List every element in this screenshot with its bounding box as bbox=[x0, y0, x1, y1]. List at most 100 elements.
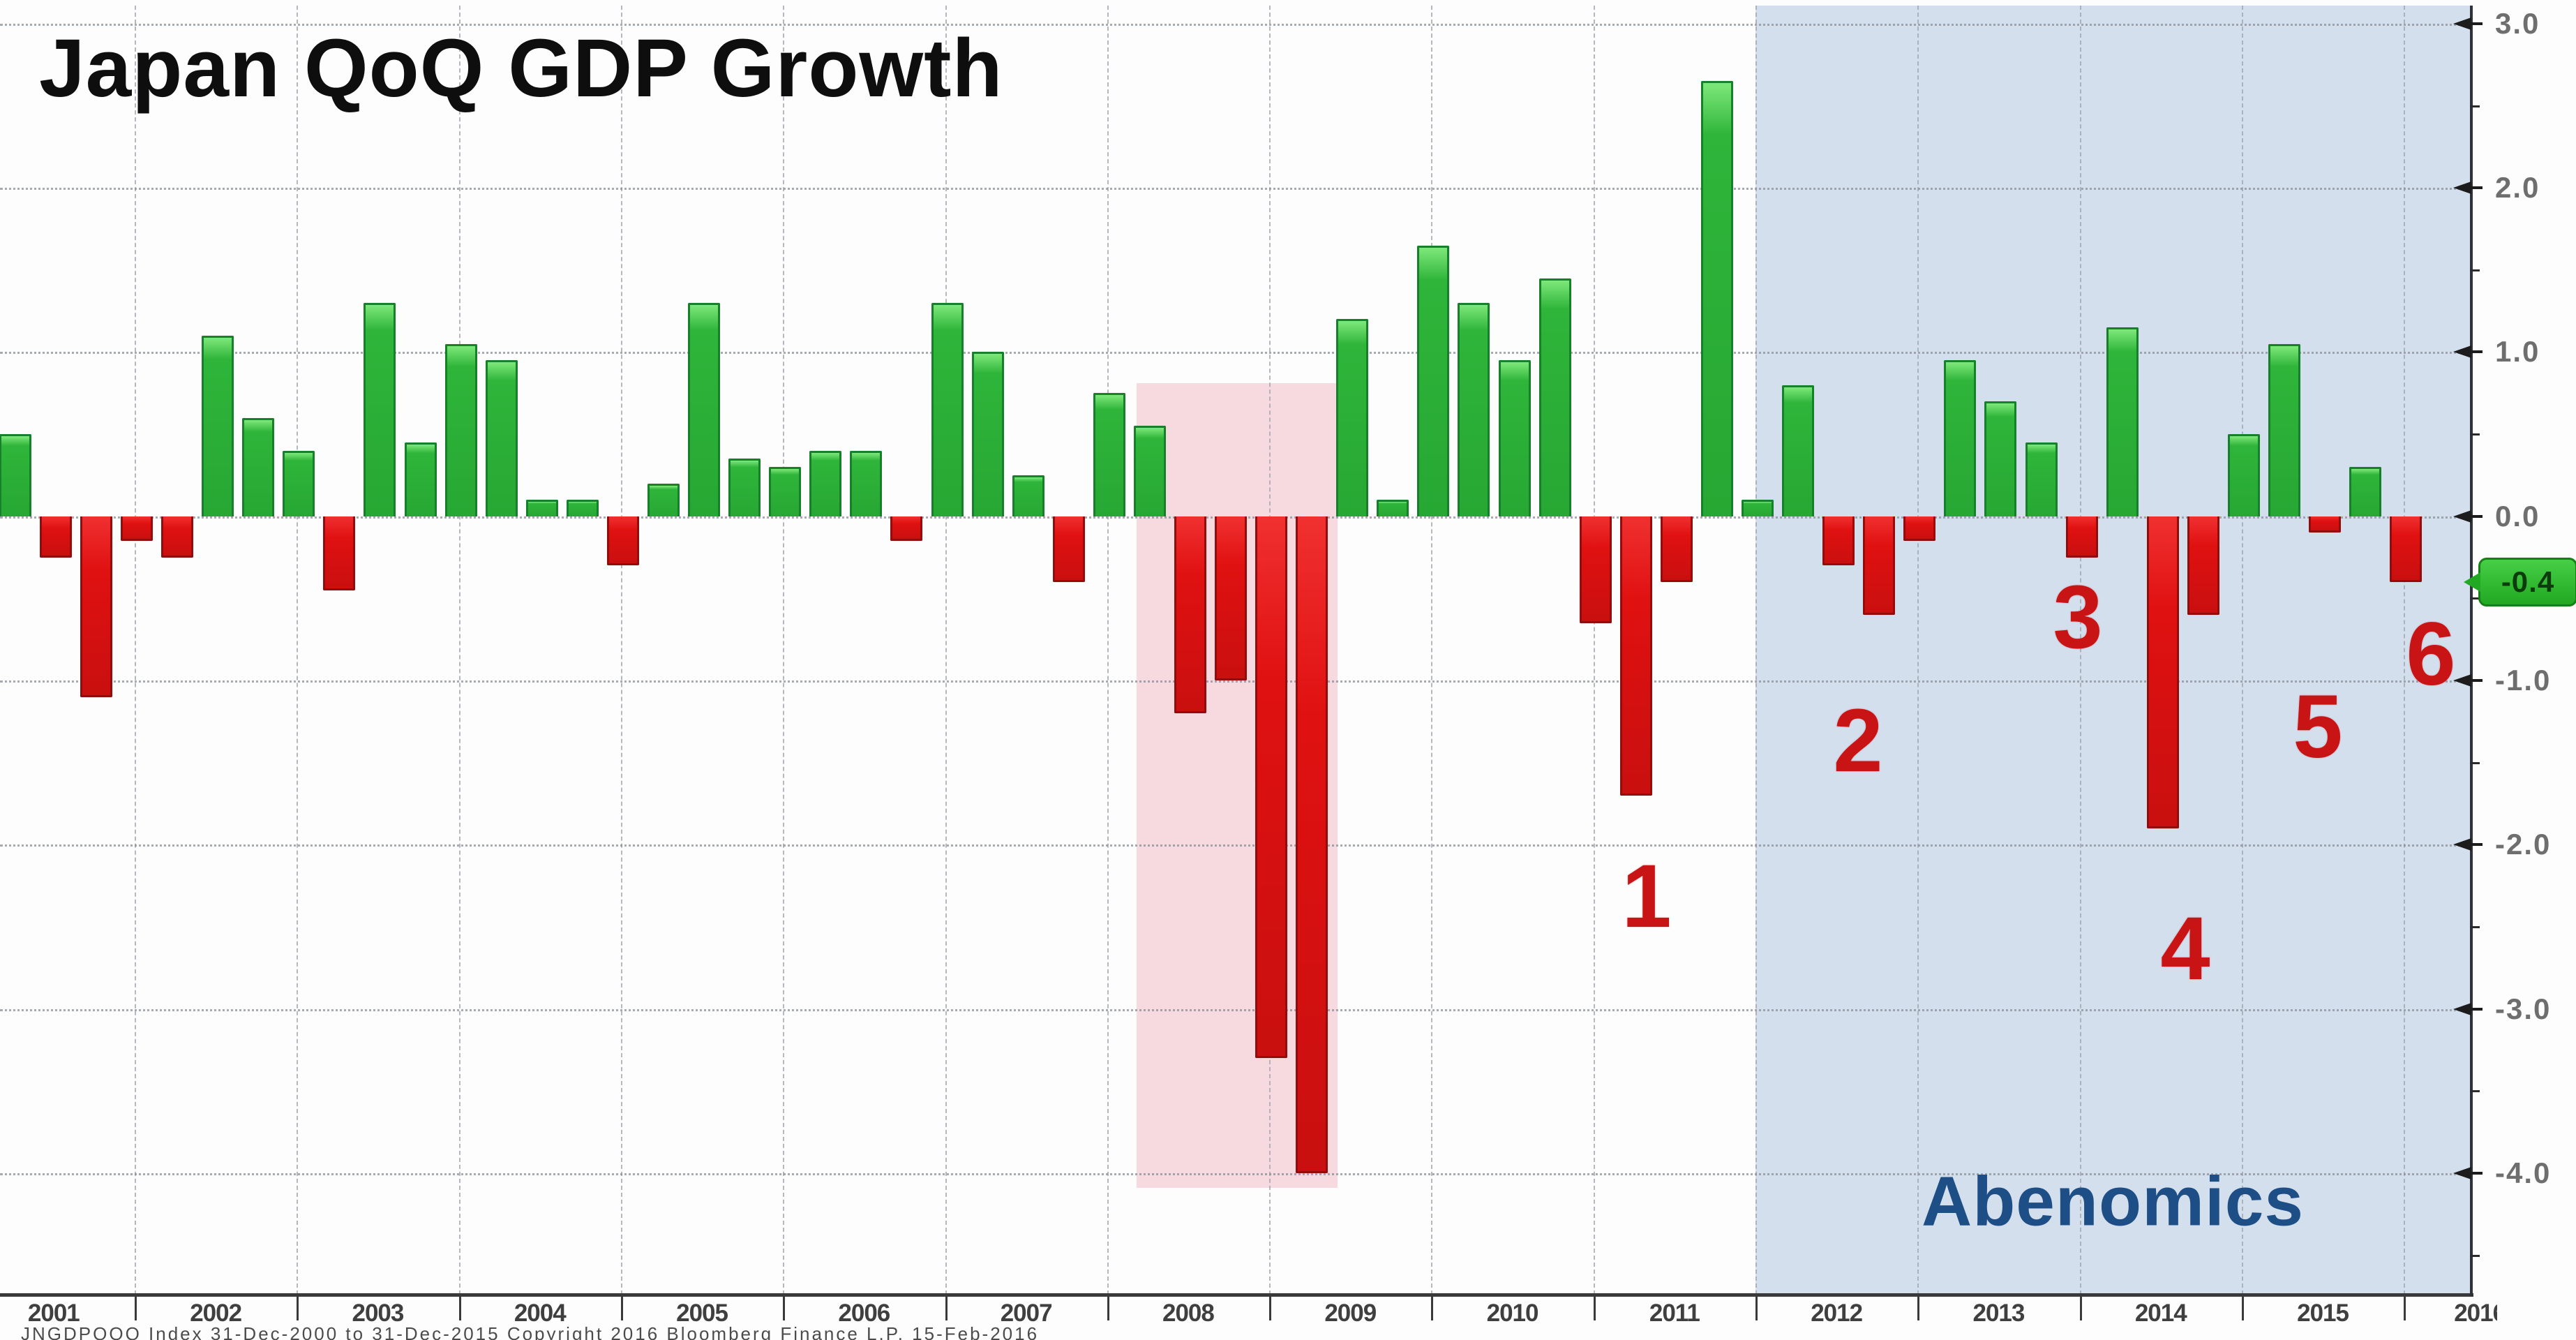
last-value-tag: -0.4 bbox=[2464, 557, 2576, 606]
year-label-2009: 2009 bbox=[1324, 1300, 1377, 1327]
bar-2004Q1 bbox=[485, 360, 518, 516]
year-tick-2015 bbox=[2241, 1295, 2244, 1320]
year-tick-2006 bbox=[783, 1295, 786, 1320]
year-label-2011: 2011 bbox=[1649, 1300, 1700, 1327]
year-label-2002: 2002 bbox=[190, 1300, 242, 1327]
bar-2003Q2 bbox=[364, 302, 396, 516]
year-tick-2010 bbox=[1431, 1295, 1434, 1320]
bar-2007Q1 bbox=[971, 352, 1004, 516]
bar-2003Q1 bbox=[323, 516, 356, 590]
year-tick-2004 bbox=[458, 1295, 461, 1320]
bar-2007Q3 bbox=[1052, 516, 1085, 582]
bar-2001Q3 bbox=[80, 516, 112, 697]
ytick-minor--4.5 bbox=[2470, 1254, 2480, 1257]
bar-2005Q1 bbox=[647, 483, 680, 516]
annotation-3: 3 bbox=[2053, 567, 2103, 667]
year-tick-2012 bbox=[1755, 1295, 1758, 1320]
bar-2011Q4 bbox=[1742, 500, 1774, 516]
year-divider-2006 bbox=[783, 6, 785, 1295]
x-axis-line bbox=[0, 1293, 2473, 1297]
bar-2013Q1 bbox=[1944, 360, 1977, 516]
bar-2006Q4 bbox=[931, 302, 964, 516]
bar-2013Q4 bbox=[2065, 516, 2098, 558]
ytick-arrow-1 bbox=[2453, 345, 2471, 359]
bloomberg-footer-text: JNGDPQOQ Index 31-Dec-2000 to 31-Dec-201… bbox=[21, 1323, 1040, 1340]
bar-2005Q4 bbox=[769, 467, 802, 516]
bar-2003Q3 bbox=[404, 442, 437, 516]
ytick-stem--4 bbox=[2470, 1171, 2483, 1175]
bar-2002Q3 bbox=[242, 417, 275, 516]
bar-2008Q1 bbox=[1133, 426, 1166, 516]
bar-2007Q4 bbox=[1093, 393, 1125, 516]
year-divider-2016 bbox=[2404, 6, 2406, 1295]
bar-2010Q3 bbox=[1538, 278, 1571, 516]
bar-2008Q2 bbox=[1174, 516, 1206, 714]
ytick-label--4: -4.0 bbox=[2495, 1156, 2552, 1189]
ytick-label--1: -1.0 bbox=[2495, 664, 2552, 697]
year-tick-2009 bbox=[1269, 1295, 1272, 1320]
ytick-arrow--3 bbox=[2453, 1002, 2471, 1015]
bar-2011Q2 bbox=[1660, 516, 1693, 582]
year-tick-2011 bbox=[1593, 1295, 1596, 1320]
abenomics-label: Abenomics bbox=[1921, 1162, 2305, 1241]
gridline-3 bbox=[0, 23, 2470, 26]
year-divider-2005 bbox=[620, 6, 622, 1295]
y-axis-line bbox=[2470, 6, 2473, 1297]
year-divider-2014 bbox=[2079, 6, 2081, 1295]
bar-2011Q1 bbox=[1619, 516, 1652, 796]
bar-2007Q2 bbox=[1012, 475, 1044, 516]
ytick-minor--0.5 bbox=[2470, 597, 2480, 600]
year-label-2003: 2003 bbox=[352, 1300, 405, 1327]
year-tick-2002 bbox=[135, 1295, 137, 1320]
ytick-minor--1.5 bbox=[2470, 761, 2480, 764]
year-divider-2010 bbox=[1431, 6, 1433, 1295]
year-label-2008: 2008 bbox=[1162, 1300, 1215, 1327]
ytick-minor-0.5 bbox=[2470, 433, 2480, 436]
bar-2015Q1 bbox=[2268, 343, 2300, 516]
ytick-arrow--4 bbox=[2453, 1166, 2471, 1179]
ytick-minor--3.5 bbox=[2470, 1090, 2480, 1093]
annotation-2: 2 bbox=[1833, 691, 1883, 791]
year-label-2016-clipped: 2016 bbox=[2454, 1300, 2497, 1327]
bar-2015Q2 bbox=[2309, 516, 2342, 533]
bar-2014Q2 bbox=[2146, 516, 2179, 828]
ytick-stem-3 bbox=[2470, 22, 2483, 25]
year-tick-2003 bbox=[297, 1295, 299, 1320]
year-label-2005: 2005 bbox=[676, 1300, 728, 1327]
bar-2015Q3 bbox=[2349, 467, 2382, 516]
year-label-2013: 2013 bbox=[1972, 1300, 2025, 1327]
bar-2008Q4 bbox=[1255, 516, 1288, 1059]
year-tick-2005 bbox=[620, 1295, 623, 1320]
bar-2014Q1 bbox=[2106, 327, 2139, 516]
ytick-minor--2.5 bbox=[2470, 925, 2480, 928]
bar-2008Q3 bbox=[1215, 516, 1248, 681]
annotation-5: 5 bbox=[2293, 677, 2343, 777]
bar-2012Q4 bbox=[1903, 516, 1936, 542]
ytick-stem--3 bbox=[2470, 1007, 2483, 1011]
year-divider-2013 bbox=[1917, 6, 1919, 1295]
bar-2002Q1 bbox=[161, 516, 194, 558]
ytick-label--3: -3.0 bbox=[2495, 992, 2552, 1025]
bar-2006Q3 bbox=[890, 516, 923, 542]
gridline--2 bbox=[0, 844, 2470, 847]
ytick-stem--2 bbox=[2470, 843, 2483, 847]
bar-2014Q4 bbox=[2227, 434, 2260, 516]
bar-2010Q4 bbox=[1579, 516, 1612, 623]
year-divider-2008 bbox=[1107, 6, 1109, 1295]
bar-2005Q2 bbox=[688, 302, 721, 516]
ytick-arrow-3 bbox=[2453, 17, 2471, 30]
bar-2009Q1 bbox=[1296, 516, 1328, 1173]
gridline--1 bbox=[0, 680, 2470, 683]
bar-2010Q1 bbox=[1458, 302, 1490, 516]
year-tick-2016 bbox=[2404, 1295, 2406, 1320]
bar-2013Q2 bbox=[1984, 401, 2017, 516]
ytick-label-0: 0.0 bbox=[2495, 499, 2540, 533]
gridline-2 bbox=[0, 188, 2470, 191]
bar-2006Q1 bbox=[809, 450, 842, 516]
bar-2015Q4 bbox=[2390, 516, 2423, 582]
ytick-stem--1 bbox=[2470, 679, 2483, 683]
bar-2012Q2 bbox=[1822, 516, 1855, 566]
year-tick-2014 bbox=[2079, 1295, 2082, 1320]
